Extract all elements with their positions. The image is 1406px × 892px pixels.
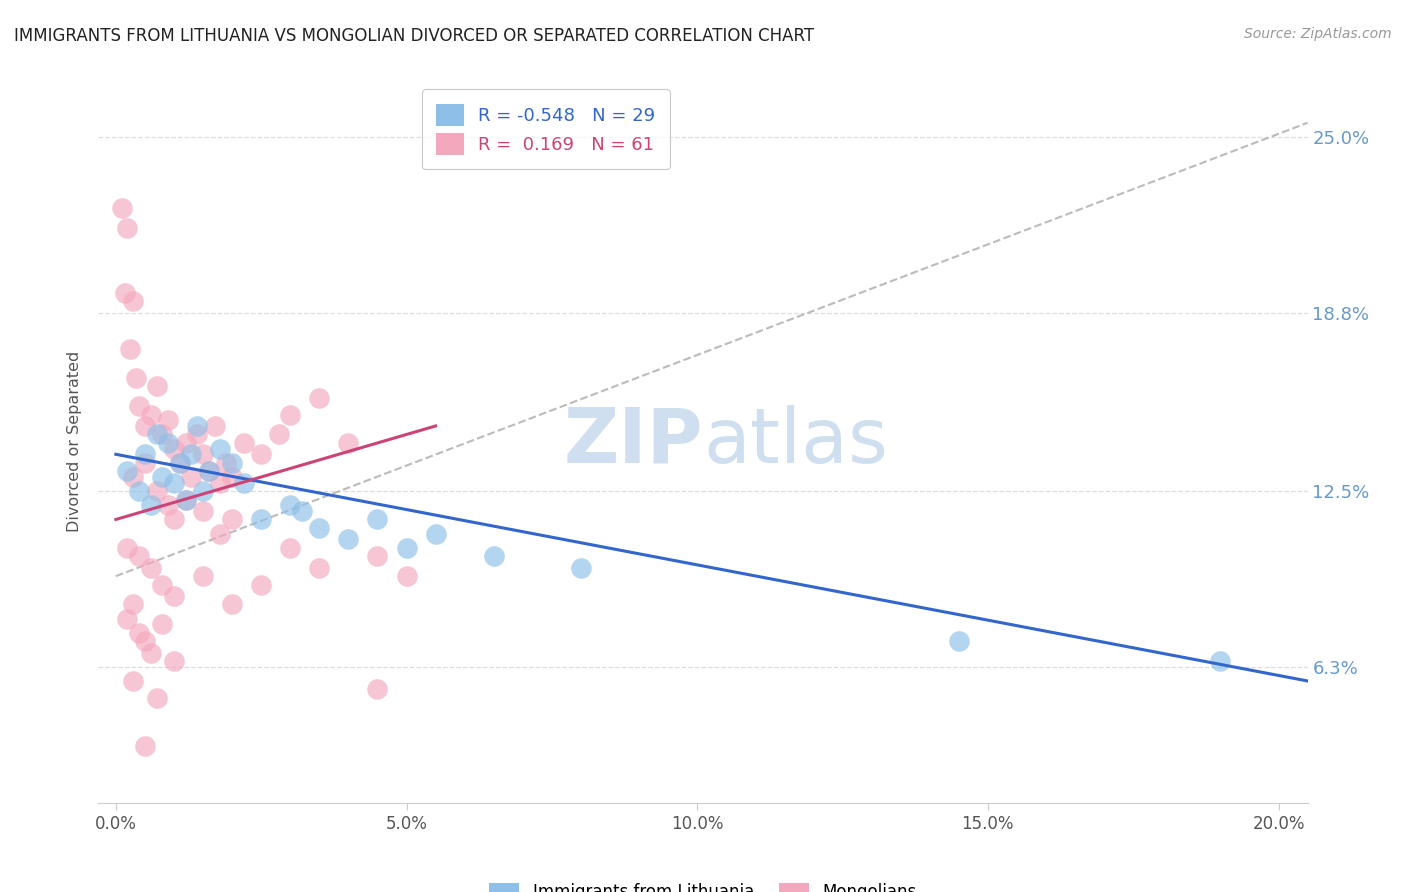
Point <box>250 512 273 526</box>
Point <box>139 560 162 574</box>
Point <box>134 634 156 648</box>
Point <box>215 456 238 470</box>
Point <box>337 436 360 450</box>
Point <box>209 442 232 456</box>
Point <box>250 447 273 461</box>
Point <box>366 682 388 697</box>
Point <box>125 371 148 385</box>
Point <box>221 470 243 484</box>
Point <box>150 617 173 632</box>
Point <box>232 475 254 490</box>
Point <box>198 464 221 478</box>
Point <box>128 399 150 413</box>
Point <box>128 484 150 499</box>
Point <box>1209 654 1232 668</box>
Point <box>150 577 173 591</box>
Point <box>111 201 134 215</box>
Point <box>308 521 330 535</box>
Point <box>128 549 150 564</box>
Point <box>278 498 301 512</box>
Point <box>169 456 191 470</box>
Point <box>186 419 208 434</box>
Point <box>221 456 243 470</box>
Point <box>209 475 232 490</box>
Point <box>145 690 167 705</box>
Point <box>174 436 197 450</box>
Point <box>145 427 167 442</box>
Point <box>482 549 505 564</box>
Text: Source: ZipAtlas.com: Source: ZipAtlas.com <box>1244 27 1392 41</box>
Point <box>395 541 418 555</box>
Point <box>150 470 173 484</box>
Point <box>174 492 197 507</box>
Point <box>120 343 142 357</box>
Point <box>134 447 156 461</box>
Point <box>150 427 173 442</box>
Point <box>948 634 970 648</box>
Point <box>134 419 156 434</box>
Point <box>191 569 214 583</box>
Point <box>122 294 145 309</box>
Text: IMMIGRANTS FROM LITHUANIA VS MONGOLIAN DIVORCED OR SEPARATED CORRELATION CHART: IMMIGRANTS FROM LITHUANIA VS MONGOLIAN D… <box>14 27 814 45</box>
Point <box>267 427 290 442</box>
Point <box>114 285 136 300</box>
Point <box>134 739 156 753</box>
Point <box>366 549 388 564</box>
Point <box>291 504 314 518</box>
Point <box>191 447 214 461</box>
Point <box>157 498 180 512</box>
Point <box>139 646 162 660</box>
Point <box>145 484 167 499</box>
Point <box>180 470 202 484</box>
Point <box>221 598 243 612</box>
Point <box>337 533 360 547</box>
Point <box>145 379 167 393</box>
Point <box>204 419 226 434</box>
Point <box>221 512 243 526</box>
Point <box>191 504 214 518</box>
Point <box>163 512 186 526</box>
Point <box>122 673 145 688</box>
Point <box>366 512 388 526</box>
Point <box>163 475 186 490</box>
Point <box>169 456 191 470</box>
Point <box>117 220 139 235</box>
Point <box>174 492 197 507</box>
Point <box>425 526 447 541</box>
Point <box>278 408 301 422</box>
Point <box>308 560 330 574</box>
Point <box>180 447 202 461</box>
Point <box>232 436 254 450</box>
Point <box>139 498 162 512</box>
Point <box>163 654 186 668</box>
Text: atlas: atlas <box>703 405 887 478</box>
Point <box>308 391 330 405</box>
Point <box>117 612 139 626</box>
Point <box>250 577 273 591</box>
Point <box>186 427 208 442</box>
Point <box>139 408 162 422</box>
Y-axis label: Divorced or Separated: Divorced or Separated <box>67 351 83 533</box>
Point <box>278 541 301 555</box>
Point <box>117 464 139 478</box>
Point <box>163 589 186 603</box>
Point <box>128 625 150 640</box>
Point <box>569 560 592 574</box>
Point <box>395 569 418 583</box>
Point <box>117 541 139 555</box>
Point <box>122 598 145 612</box>
Point <box>122 470 145 484</box>
Point <box>191 484 214 499</box>
Point <box>157 436 180 450</box>
Point <box>209 526 232 541</box>
Point <box>134 456 156 470</box>
Point <box>157 413 180 427</box>
Text: ZIP: ZIP <box>564 405 703 478</box>
Point <box>198 464 221 478</box>
Legend: Immigrants from Lithuania, Mongolians: Immigrants from Lithuania, Mongolians <box>482 876 924 892</box>
Point <box>163 442 186 456</box>
